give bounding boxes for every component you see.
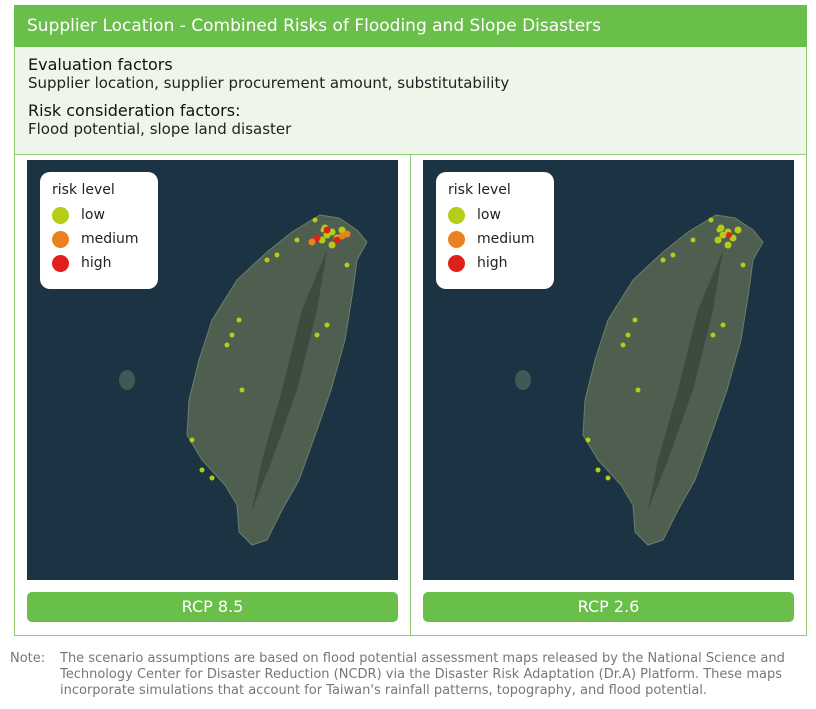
site xyxy=(720,322,726,328)
legend-label: high xyxy=(81,255,112,271)
legend-item: high xyxy=(52,251,146,275)
legend-label: medium xyxy=(81,231,139,247)
site xyxy=(714,236,722,244)
section-heading: Risk consideration factors: xyxy=(28,101,241,120)
section-text: Supplier location, supplier procurement … xyxy=(28,74,510,92)
legend-title: risk level xyxy=(448,182,511,198)
section-text: Flood potential, slope land disaster xyxy=(28,120,292,138)
legend-swatch xyxy=(52,230,69,248)
site xyxy=(595,467,601,473)
site xyxy=(708,217,714,223)
note-text: The scenario assumptions are based on fl… xyxy=(60,651,785,698)
mountains xyxy=(252,250,327,510)
legend-title: risk level xyxy=(52,182,115,198)
site xyxy=(344,262,350,268)
legend-label: high xyxy=(477,255,508,271)
site xyxy=(312,217,318,223)
site xyxy=(229,332,235,338)
legend-item: low xyxy=(52,203,146,227)
site xyxy=(308,238,316,246)
site xyxy=(224,342,230,348)
section-heading: Evaluation factors xyxy=(28,55,173,74)
site xyxy=(333,236,341,244)
islet xyxy=(119,370,135,390)
site xyxy=(343,230,351,238)
site xyxy=(635,387,641,393)
legend: risk level low medium high xyxy=(436,172,554,289)
site xyxy=(724,241,732,249)
note-label: Note: xyxy=(10,651,46,666)
note: Note: The scenario assumptions are based… xyxy=(10,651,785,698)
site xyxy=(734,226,742,234)
map xyxy=(423,160,794,580)
site xyxy=(189,437,195,443)
mountains xyxy=(648,250,723,510)
site xyxy=(717,224,725,232)
site xyxy=(313,234,321,242)
site xyxy=(632,317,638,323)
site xyxy=(740,262,746,268)
legend-swatch xyxy=(448,206,465,224)
site xyxy=(294,237,300,243)
island xyxy=(186,214,368,546)
legend-swatch xyxy=(52,254,69,272)
site xyxy=(236,317,242,323)
legend-item: medium xyxy=(52,227,146,251)
header-title: Supplier Location - Combined Risks of Fl… xyxy=(14,5,807,47)
legend-label: low xyxy=(81,207,105,223)
site xyxy=(338,226,346,234)
site xyxy=(620,342,626,348)
island xyxy=(582,214,764,546)
site xyxy=(199,467,205,473)
site xyxy=(585,437,591,443)
legend: risk level low medium high xyxy=(40,172,158,289)
site xyxy=(726,232,732,238)
site xyxy=(314,332,320,338)
site xyxy=(274,252,280,258)
divider xyxy=(410,155,411,635)
site xyxy=(209,475,215,481)
site xyxy=(710,332,716,338)
scenario-button[interactable]: RCP 8.5 xyxy=(27,592,398,622)
info-box: Evaluation factors Supplier location, su… xyxy=(14,47,807,155)
legend-item: low xyxy=(448,203,542,227)
site xyxy=(328,241,336,249)
site xyxy=(605,475,611,481)
legend-swatch xyxy=(448,230,465,248)
legend-swatch xyxy=(448,254,465,272)
legend-label: low xyxy=(477,207,501,223)
legend-item: high xyxy=(448,251,542,275)
scenario-button[interactable]: RCP 2.6 xyxy=(423,592,794,622)
site xyxy=(239,387,245,393)
legend-label: medium xyxy=(477,231,535,247)
site xyxy=(625,332,631,338)
site xyxy=(670,252,676,258)
site xyxy=(323,226,331,234)
site xyxy=(690,237,696,243)
site xyxy=(660,257,666,263)
site xyxy=(324,322,330,328)
legend-swatch xyxy=(52,206,69,224)
legend-item: medium xyxy=(448,227,542,251)
islet xyxy=(515,370,531,390)
site xyxy=(264,257,270,263)
panels-box xyxy=(14,155,807,636)
